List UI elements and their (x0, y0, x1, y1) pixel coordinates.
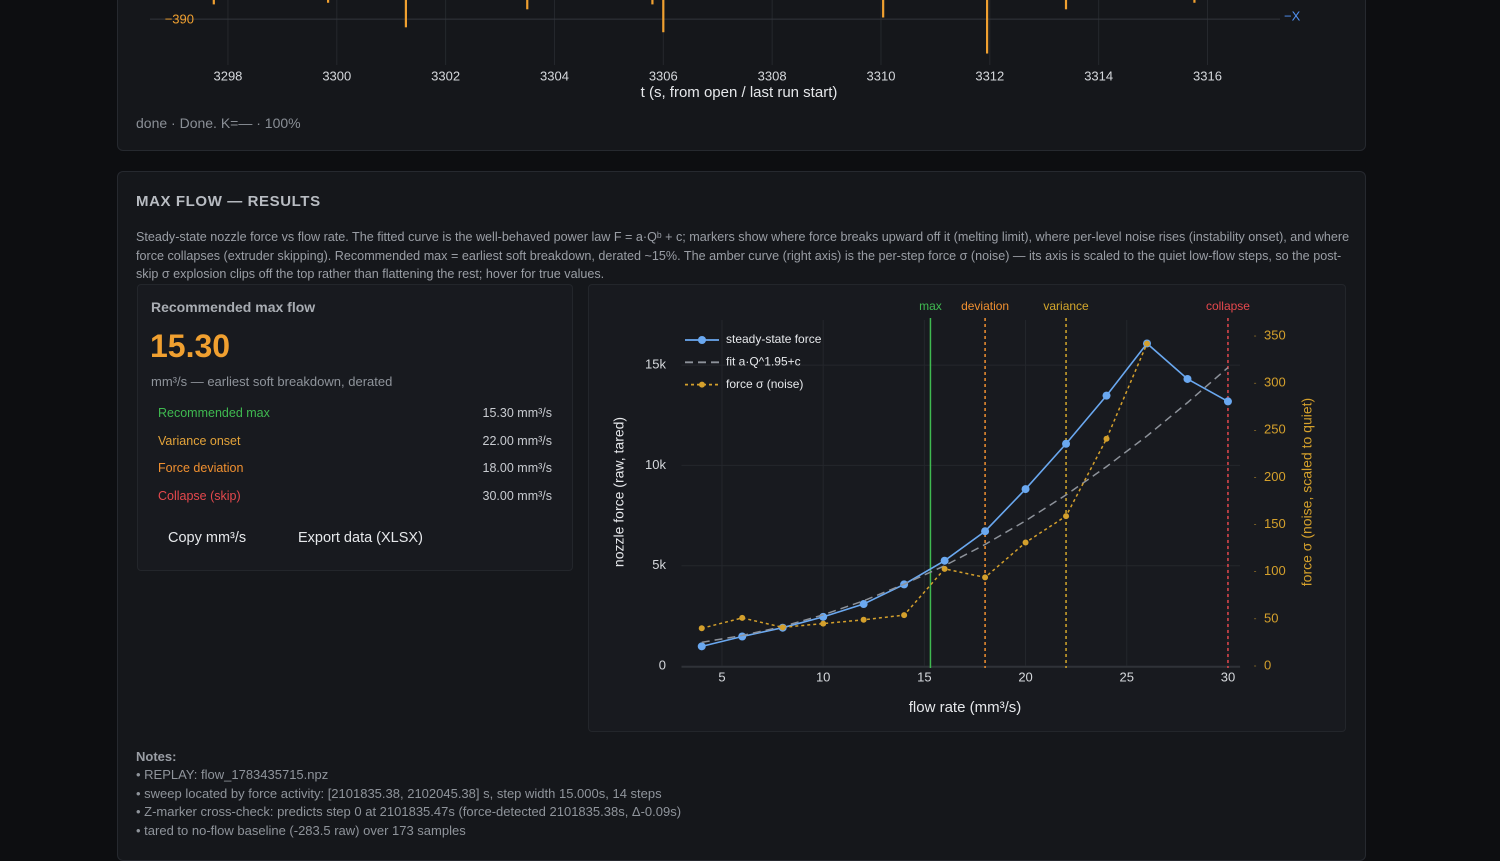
section-title: MAX FLOW — RESULTS (136, 193, 321, 210)
value-caption: mm³/s — earliest soft breakdown, derated (151, 374, 393, 389)
row-value: 30.00 mm³/s (482, 488, 552, 503)
note-line: • tared to no-flow baseline (-283.5 raw)… (136, 823, 466, 839)
top-panel (117, 0, 1366, 151)
summary-card (137, 284, 573, 571)
card-title: Recommended max flow (151, 299, 316, 315)
row-label: Recommended max (158, 406, 270, 420)
note-line: • Z-marker cross-check: predicts step 0 … (136, 804, 682, 820)
row-label: Force deviation (158, 461, 244, 475)
chart-card (588, 284, 1346, 732)
row-value: 18.00 mm³/s (482, 461, 552, 475)
row-label: Collapse (skip) (158, 488, 241, 503)
row-value: 15.30 mm³/s (482, 406, 552, 420)
row-label: Variance onset (158, 433, 241, 448)
row-value: 22.00 mm³/s (482, 433, 552, 448)
notes-title: Notes: (136, 749, 177, 764)
status-text: done · Done. K=— · 100% (136, 115, 301, 131)
recommended-value: 15.30 (150, 328, 231, 364)
description: Steady-state nozzle force vs flow rate. … (136, 230, 1350, 281)
note-line: • sweep located by force activity: [2101… (136, 785, 662, 801)
export-button[interactable]: Export data (XLSX) (298, 526, 423, 550)
note-line: • REPLAY: flow_1783435715.npz (136, 767, 329, 782)
copy-button[interactable]: Copy mm³/s (168, 526, 246, 550)
